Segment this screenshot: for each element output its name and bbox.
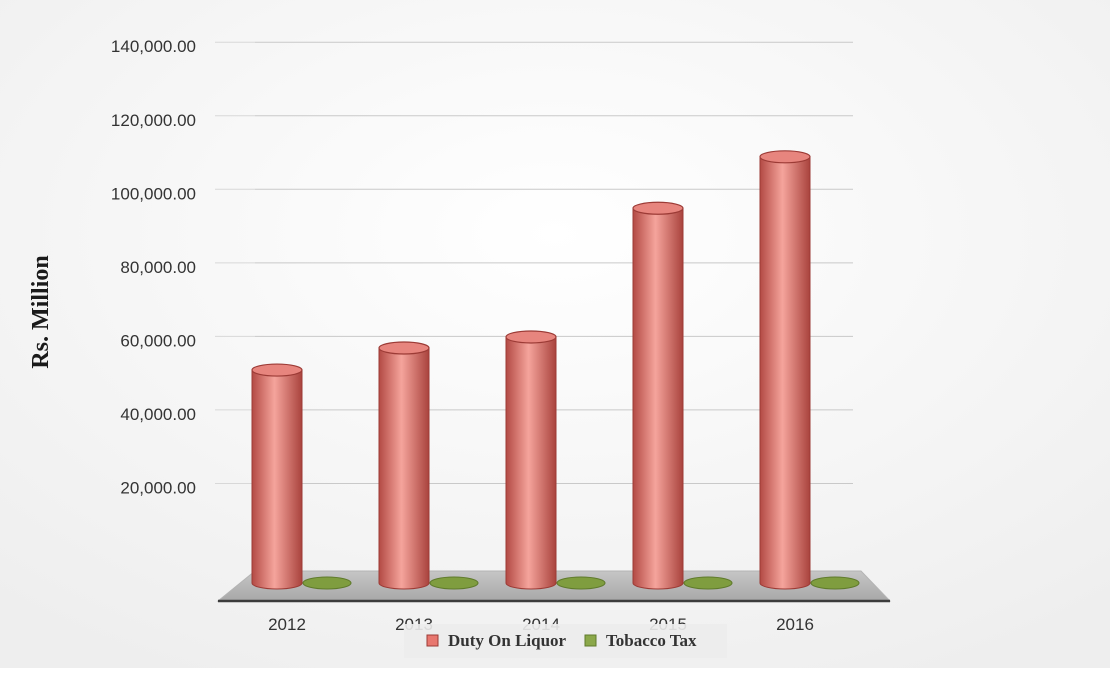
bar-tobacco-tax (302, 576, 352, 590)
bar-top-duty-on-liquor (505, 330, 557, 344)
bar-duty-on-liquor (378, 347, 430, 590)
bar-top-duty-on-liquor (251, 363, 303, 377)
y-tick-label: 80,000.00 (120, 258, 196, 277)
legend-label: Duty On Liquor (448, 631, 567, 650)
legend-swatch (426, 634, 439, 647)
y-tick-label: 40,000.00 (120, 405, 196, 424)
legend: Duty On Liquor Tobacco Tax (404, 624, 727, 658)
bar-duty-on-liquor (632, 207, 684, 590)
y-tick-label: 140,000.00 (111, 37, 196, 56)
legend-swatch (584, 634, 597, 647)
legend-background (404, 624, 727, 658)
bar-tobacco-tax (429, 576, 479, 590)
bar-tobacco-tax (810, 576, 860, 590)
bar-duty-on-liquor (505, 336, 557, 590)
x-tick-label: 2016 (776, 615, 814, 634)
bars (251, 150, 860, 590)
bar-tobacco-tax (556, 576, 606, 590)
y-tick-label: 120,000.00 (111, 111, 196, 130)
bar-duty-on-liquor (759, 156, 811, 590)
bar-top-duty-on-liquor (378, 341, 430, 355)
bar-duty-on-liquor (251, 369, 303, 590)
x-tick-label: 2012 (268, 615, 306, 634)
bar-top-duty-on-liquor (759, 150, 811, 164)
bar-top-duty-on-liquor (632, 201, 684, 215)
bar-tobacco-tax (683, 576, 733, 590)
legend-label: Tobacco Tax (606, 631, 697, 650)
y-tick-label: 20,000.00 (120, 478, 196, 497)
y-tick-label: 100,000.00 (111, 184, 196, 203)
y-axis-ticks: 20,000.00 40,000.00 60,000.00 80,000.00 100,… (111, 37, 196, 497)
y-axis-title: Rs. Million (28, 255, 54, 368)
y-tick-label: 60,000.00 (120, 331, 196, 350)
